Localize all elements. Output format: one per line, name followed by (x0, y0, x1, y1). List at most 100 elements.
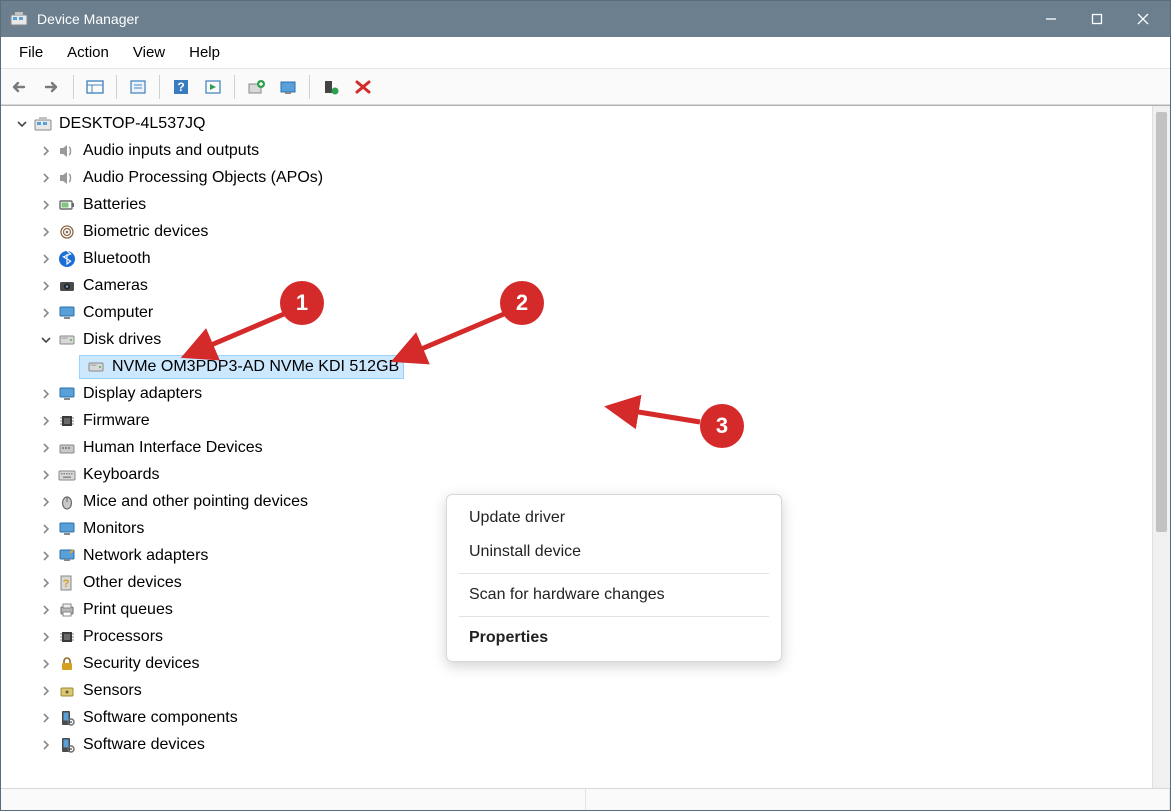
context-uninstall-device[interactable]: Uninstall device (447, 535, 781, 569)
scan-hardware-button[interactable] (273, 73, 303, 101)
vertical-scrollbar[interactable] (1152, 106, 1170, 788)
tree-device-label: NVMe OM3PDP3-AD NVMe KDI 512GB (112, 358, 399, 376)
tree-category[interactable]: Cameras (7, 272, 1152, 299)
menu-view[interactable]: View (121, 40, 177, 65)
chevron-right-icon[interactable] (37, 223, 55, 241)
tree-category[interactable]: Audio inputs and outputs (7, 137, 1152, 164)
menu-file[interactable]: File (7, 40, 55, 65)
tree-category[interactable]: Bluetooth (7, 245, 1152, 272)
tree-category-label: Audio inputs and outputs (83, 142, 259, 160)
tree-category-label: Software components (83, 709, 238, 727)
status-cell (1, 789, 586, 810)
chevron-right-icon[interactable] (37, 439, 55, 457)
scrollbar-thumb[interactable] (1156, 112, 1167, 532)
menu-action[interactable]: Action (55, 40, 121, 65)
chevron-right-icon[interactable] (37, 655, 55, 673)
bluetooth-icon (57, 249, 77, 269)
tree-category[interactable]: Firmware (7, 407, 1152, 434)
chevron-right-icon[interactable] (37, 682, 55, 700)
chevron-right-icon[interactable] (37, 709, 55, 727)
chevron-right-icon[interactable] (37, 628, 55, 646)
chevron-right-icon[interactable] (37, 385, 55, 403)
toolbar-separator (159, 75, 160, 99)
tree-category[interactable]: Batteries (7, 191, 1152, 218)
tree-category-label: Processors (83, 628, 163, 646)
toolbar: ? (1, 69, 1170, 105)
properties-button[interactable] (123, 73, 153, 101)
context-menu-separator (459, 616, 769, 617)
computer-icon (33, 114, 53, 134)
svg-text:?: ? (177, 80, 184, 94)
context-properties[interactable]: Properties (447, 621, 781, 655)
chevron-right-icon[interactable] (37, 277, 55, 295)
chevron-right-icon[interactable] (37, 304, 55, 322)
toolbar-separator (116, 75, 117, 99)
device-manager-window: Device Manager File Action View Help ? D… (0, 0, 1171, 811)
update-driver-button[interactable] (241, 73, 271, 101)
tree-category-label: Software devices (83, 736, 205, 754)
toolbar-separator (73, 75, 74, 99)
chevron-right-icon[interactable] (37, 466, 55, 484)
titlebar: Device Manager (1, 1, 1170, 37)
tree-category[interactable]: Keyboards (7, 461, 1152, 488)
chevron-right-icon[interactable] (37, 412, 55, 430)
close-button[interactable] (1120, 1, 1166, 37)
speaker-icon (57, 168, 77, 188)
show-hide-console-button[interactable] (80, 73, 110, 101)
tree-category-label: Cameras (83, 277, 148, 295)
uninstall-button[interactable] (348, 73, 378, 101)
tree-category-label: Keyboards (83, 466, 160, 484)
tree-category[interactable]: Display adapters (7, 380, 1152, 407)
chevron-right-icon[interactable] (37, 493, 55, 511)
back-button[interactable] (5, 73, 35, 101)
tree-category[interactable]: Audio Processing Objects (APOs) (7, 164, 1152, 191)
lock-icon (57, 654, 77, 674)
maximize-button[interactable] (1074, 1, 1120, 37)
question-icon: ? (57, 573, 77, 593)
hid-icon (57, 438, 77, 458)
tree-category[interactable]: Human Interface Devices (7, 434, 1152, 461)
menu-help[interactable]: Help (177, 40, 232, 65)
svg-text:?: ? (63, 578, 70, 590)
chevron-right-icon[interactable] (37, 574, 55, 592)
chevron-right-icon[interactable] (37, 250, 55, 268)
chevron-down-icon[interactable] (13, 115, 31, 133)
help-button[interactable]: ? (166, 73, 196, 101)
tree-category-label: Monitors (83, 520, 144, 538)
tree-root[interactable]: DESKTOP-4L537JQ (7, 110, 1152, 137)
tree-category[interactable]: Sensors (7, 677, 1152, 704)
speaker-icon (57, 141, 77, 161)
monitor-icon (57, 519, 77, 539)
tree-spacer (61, 358, 79, 376)
forward-button[interactable] (37, 73, 67, 101)
toolbar-separator (309, 75, 310, 99)
tree-category-label: Mice and other pointing devices (83, 493, 308, 511)
context-update-driver[interactable]: Update driver (447, 501, 781, 535)
chevron-right-icon[interactable] (37, 169, 55, 187)
tree-category[interactable]: Computer (7, 299, 1152, 326)
chevron-right-icon[interactable] (37, 142, 55, 160)
tree-device[interactable]: NVMe OM3PDP3-AD NVMe KDI 512GB (7, 353, 1152, 380)
chevron-right-icon[interactable] (37, 601, 55, 619)
window-title: Device Manager (37, 11, 1028, 27)
monitor-icon (57, 384, 77, 404)
software-icon (57, 735, 77, 755)
mouse-icon (57, 492, 77, 512)
tree-category[interactable]: Disk drives (7, 326, 1152, 353)
chevron-right-icon[interactable] (37, 547, 55, 565)
chevron-right-icon[interactable] (37, 196, 55, 214)
action-button[interactable] (198, 73, 228, 101)
tree-category-label: Security devices (83, 655, 200, 673)
tree-category[interactable]: Software components (7, 704, 1152, 731)
chevron-right-icon[interactable] (37, 736, 55, 754)
minimize-button[interactable] (1028, 1, 1074, 37)
enable-button[interactable] (316, 73, 346, 101)
chevron-right-icon[interactable] (37, 520, 55, 538)
statusbar (1, 788, 1170, 810)
tree-category[interactable]: Biometric devices (7, 218, 1152, 245)
device-tree[interactable]: DESKTOP-4L537JQ Audio inputs and outputs… (1, 106, 1152, 788)
chevron-down-icon[interactable] (37, 331, 55, 349)
context-scan-hardware[interactable]: Scan for hardware changes (447, 578, 781, 612)
tree-category[interactable]: Software devices (7, 731, 1152, 758)
context-menu: Update driver Uninstall device Scan for … (446, 494, 782, 662)
